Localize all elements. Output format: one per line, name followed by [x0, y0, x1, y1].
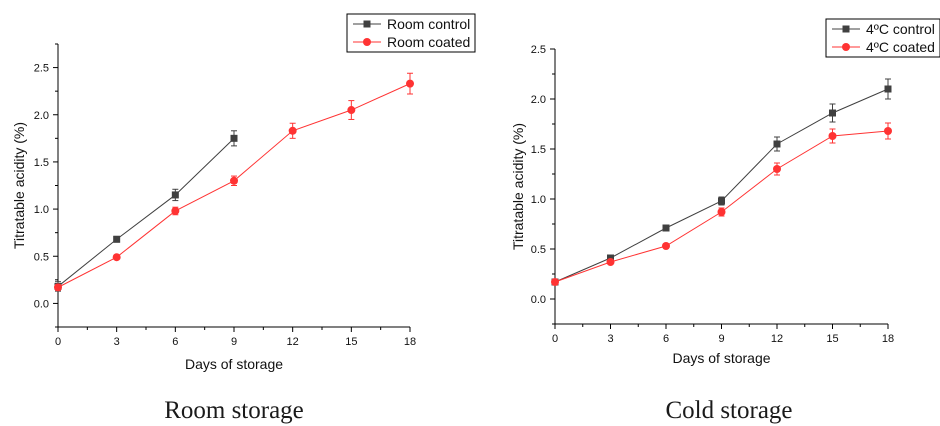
- series-coated: [54, 72, 414, 292]
- legend-label: 4ºC control: [866, 21, 935, 37]
- y-tick-label: 1.5: [531, 144, 546, 156]
- data-point: [230, 176, 238, 185]
- x-axis-label: Days of storage: [672, 350, 770, 366]
- x-tick-label: 12: [287, 336, 299, 348]
- x-tick-label: 18: [882, 333, 894, 345]
- data-point: [662, 224, 670, 232]
- data-point: [551, 278, 559, 286]
- room-storage-chart: 0 3 6 9 12 15 18 0.0 0.5 1.0 1.5 2.0 2.5 Days of stor…: [11, 13, 476, 424]
- y-tick-label: 2.5: [34, 63, 49, 75]
- x-tick-label: 9: [718, 333, 724, 345]
- series-line: [554, 130, 889, 283]
- y-tick-label: 1.0: [34, 204, 49, 216]
- legend: Room control Room coated: [346, 13, 476, 53]
- x-tick-label: 0: [55, 336, 61, 348]
- y-tick-label: 0.0: [531, 294, 546, 306]
- x-tick-label: 12: [771, 333, 783, 345]
- data-point: [288, 126, 297, 135]
- y-tick-label: 2.0: [34, 110, 49, 122]
- data-point: [112, 253, 121, 262]
- y-tick-label: 0.0: [34, 298, 49, 310]
- data-point: [718, 197, 725, 205]
- data-point: [113, 235, 121, 243]
- cold-storage-chart: 0 3 6 9 12 15 18 0.0 0.5 1.0 1.5 2.0 2.5 Days of stor…: [510, 18, 940, 424]
- x-tick-label: 0: [552, 333, 558, 345]
- data-point: [884, 127, 892, 135]
- x-tick-label: 3: [607, 333, 613, 345]
- legend-box: [825, 18, 940, 58]
- data-point: [828, 132, 837, 140]
- legend: 4ºC control 4ºC coated: [825, 18, 940, 58]
- data-point: [54, 283, 62, 292]
- legend-marker: [842, 43, 850, 51]
- data-point: [171, 191, 179, 199]
- data-point: [773, 165, 781, 173]
- series-line: [554, 88, 889, 283]
- series-coated: [551, 122, 892, 286]
- legend-label: 4ºC coated: [866, 39, 935, 55]
- data-point: [829, 109, 836, 117]
- series-control: [551, 78, 892, 286]
- data-point: [406, 79, 414, 88]
- data-point: [773, 140, 781, 148]
- x-axis-label: Days of storage: [185, 356, 283, 372]
- x-tick-label: 15: [345, 336, 357, 348]
- x-tick-label: 15: [826, 333, 838, 345]
- y-tick-label: 0.5: [531, 244, 546, 256]
- chart-caption: Cold storage: [665, 397, 792, 424]
- data-point: [662, 242, 670, 250]
- y-tick-label: 2.0: [531, 94, 546, 106]
- y-axis-label: Titratable acidity (%): [11, 122, 27, 249]
- legend-label: Room coated: [387, 34, 470, 50]
- y-tick-label: 2.5: [531, 44, 546, 56]
- data-point: [171, 206, 180, 215]
- x-tick-label: 9: [231, 336, 237, 348]
- legend-marker: [363, 38, 371, 46]
- x-tick-label: 6: [663, 333, 669, 345]
- x-tick-label: 18: [404, 336, 416, 348]
- x-tick-label: 6: [172, 336, 178, 348]
- series-control: [54, 130, 238, 292]
- data-point: [606, 258, 615, 266]
- legend-label: Room control: [387, 16, 470, 32]
- legend-marker: [363, 20, 371, 28]
- data-point: [230, 134, 238, 142]
- legend-marker: [842, 25, 850, 33]
- data-point: [884, 85, 892, 93]
- y-tick-label: 1.0: [531, 194, 546, 206]
- y-axis-label: Titratable acidity (%): [510, 123, 526, 250]
- y-tick-label: 1.5: [34, 157, 49, 169]
- chart-caption: Room storage: [164, 397, 304, 424]
- data-point: [347, 106, 356, 115]
- data-point: [717, 208, 726, 216]
- y-tick-label: 0.5: [34, 251, 49, 263]
- x-tick-label: 3: [114, 336, 120, 348]
- series-line: [57, 137, 235, 287]
